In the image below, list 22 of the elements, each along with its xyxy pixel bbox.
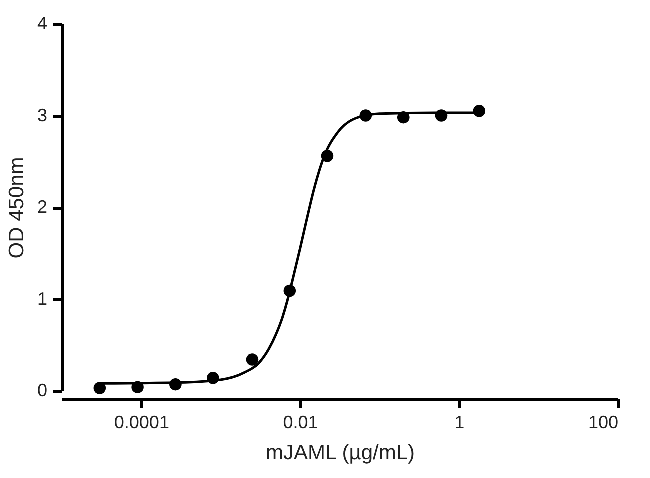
point — [321, 150, 334, 162]
point — [398, 111, 410, 124]
y-axis-title: OD 450nm — [5, 157, 28, 259]
y-tick-label: 1 — [37, 288, 48, 309]
y-tick-label: 4 — [37, 14, 48, 34]
y-tick-label: 3 — [37, 105, 48, 126]
y-tick-label: 0 — [37, 380, 48, 400]
point — [435, 110, 448, 122]
x-axis-title: mJAML (µg/mL) — [266, 442, 415, 464]
point — [473, 105, 486, 118]
point — [94, 382, 106, 394]
point — [207, 372, 220, 384]
point — [170, 378, 182, 391]
point — [360, 110, 372, 122]
x-tick-label: 100 — [588, 412, 618, 432]
x-tick-label: 0.0001 — [114, 412, 170, 432]
point — [284, 284, 296, 298]
x-tick-label: 0.01 — [283, 412, 318, 432]
point — [246, 354, 259, 366]
point — [132, 381, 144, 394]
y-tick-label: 2 — [37, 197, 48, 217]
x-tick-label: 1 — [454, 412, 465, 432]
